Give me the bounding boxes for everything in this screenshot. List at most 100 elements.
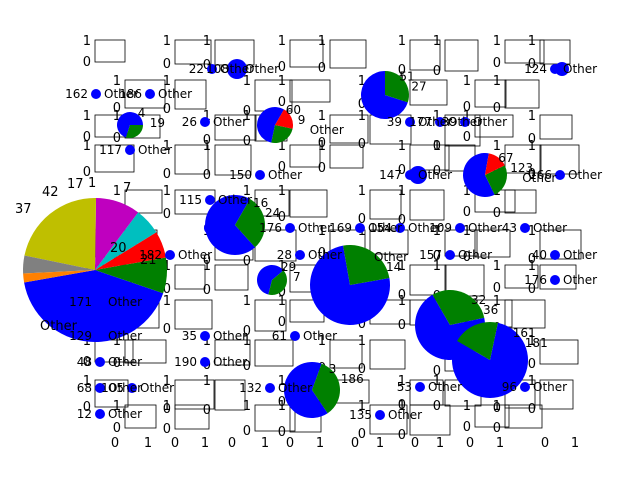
legend-dot (95, 331, 105, 341)
tick-label: 0 (83, 130, 91, 145)
tiny-axes-frame (214, 264, 249, 291)
tiny-axes-frame (289, 144, 321, 168)
main-pie-label: 42 (42, 185, 59, 200)
legend-label: Other (533, 380, 567, 394)
tick-label: 1 (113, 109, 121, 124)
tiny-axes-frame (94, 144, 135, 173)
legend-label: 177 (409, 115, 432, 129)
legend-dot (355, 223, 365, 233)
tiny-axes-frame (409, 404, 451, 436)
legend-label: 176 (524, 273, 547, 287)
tick-label: 0 (243, 424, 251, 439)
tick-label: 1 (528, 109, 536, 124)
x-tick-label: 1 (201, 436, 209, 451)
x-tick-label: 0 (466, 436, 474, 451)
legend-label: Other (533, 221, 567, 235)
tick-label: 0 (278, 210, 286, 225)
legend-dot (520, 223, 530, 233)
tiny-axes-frame (329, 339, 363, 369)
pie-label: 4 (138, 106, 146, 120)
tiny-axes-frame (174, 404, 210, 430)
tick-label: 1 (398, 399, 406, 414)
main-pie-slice (24, 270, 164, 342)
tick-label: 0 (163, 207, 171, 222)
x-tick-label: 0 (541, 436, 549, 451)
tick-label: 1 (398, 139, 406, 154)
legend-label: 96 (502, 380, 517, 394)
tick-label: 0 (493, 206, 501, 221)
tick-label: 1 (243, 399, 251, 414)
legend-label: Other (108, 355, 142, 369)
tick-label: 0 (358, 97, 366, 112)
main-pie-label: Other (40, 319, 78, 334)
pie-label: 36 (483, 303, 498, 317)
legend-dot (405, 117, 415, 127)
tick-label: 1 (83, 374, 91, 389)
tiny-axes-frame (214, 339, 251, 366)
tick-label: 1 (278, 399, 286, 414)
tick-label: 1 (493, 399, 501, 414)
pie-label: 7 (293, 270, 301, 284)
tick-label: 1 (203, 259, 211, 274)
tick-label: 1 (243, 109, 251, 124)
legend-label: Other (278, 381, 312, 395)
pie-label: 27 (411, 80, 426, 94)
tiny-axes-frame (174, 264, 206, 290)
legend-label: Other (563, 62, 597, 76)
tick-label: 0 (493, 101, 501, 116)
tick-label: 0 (163, 167, 171, 182)
tick-label: 1 (398, 184, 406, 199)
legend-label: 190 (174, 355, 197, 369)
tick-label: 1 (203, 139, 211, 154)
pie-label: 123 (510, 161, 533, 175)
tick-label: 0 (358, 362, 366, 377)
x-tick-label: 1 (436, 436, 444, 451)
tick-label: 1 (493, 74, 501, 89)
legend-dot (95, 297, 105, 307)
tick-label: 1 (278, 374, 286, 389)
tick-label: 0 (493, 401, 501, 416)
legend-label: Other (220, 62, 254, 76)
pie-label: 16 (253, 196, 268, 210)
tick-label: 1 (278, 139, 286, 154)
legend-dot (255, 170, 265, 180)
tick-label: 0 (528, 167, 536, 182)
legend-label: Other (218, 193, 252, 207)
tiny-axes-frame (124, 79, 166, 109)
pie-1-slice (275, 109, 293, 129)
tick-label: 0 (398, 213, 406, 228)
legend-dot (200, 331, 210, 341)
tick-label: 0 (278, 395, 286, 410)
pie-label: Other (374, 250, 408, 264)
tick-label: 1 (528, 374, 536, 389)
legend-label: Other (158, 87, 192, 101)
tick-label: 0 (278, 160, 286, 175)
legend-label: 135 (349, 408, 372, 422)
legend-label: Other (308, 248, 342, 262)
pie-2-slice (462, 152, 495, 198)
x-tick-label: 0 (411, 436, 419, 451)
main-pie-slice (95, 232, 166, 270)
tiny-axes-frame (329, 114, 369, 144)
tiny-axes-frame (369, 404, 408, 435)
tick-label: 1 (243, 74, 251, 89)
tiny-axes-frame (504, 39, 545, 64)
tick-label: 1 (528, 259, 536, 274)
tick-label: 0 (433, 249, 441, 264)
legend-label: Other (104, 87, 138, 101)
pie-label: 60 (286, 103, 301, 117)
pie-2-slice (485, 153, 505, 175)
x-tick-label: 1 (496, 436, 504, 451)
legend-label: Other (108, 381, 142, 395)
tick-label: 0 (463, 205, 471, 220)
tiny-axes-frame (254, 404, 296, 432)
tick-label: 0 (203, 133, 211, 148)
tiny-axes-frame (409, 189, 445, 221)
pie-label: 32 (471, 293, 486, 307)
tick-label: 1 (398, 294, 406, 309)
legend-label: Other (563, 248, 597, 262)
pie-9-slice (205, 195, 256, 256)
legend-dot (265, 383, 275, 393)
tick-label: 0 (493, 281, 501, 296)
